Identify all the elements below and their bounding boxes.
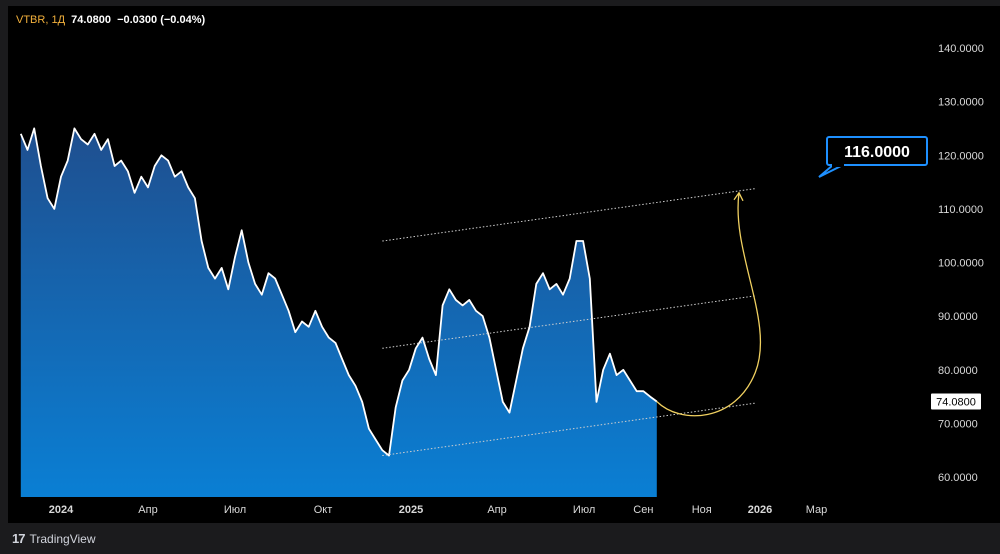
y-tick-label: 90.0000 <box>938 311 978 323</box>
x-tick-label: Июл <box>573 504 595 516</box>
last-price-badge <box>931 393 981 410</box>
legend-interval[interactable]: 1Д <box>51 14 66 26</box>
legend-symbol[interactable]: VTBR <box>16 14 46 26</box>
price-axis[interactable] <box>930 6 1000 497</box>
x-tick-label: Апр <box>487 504 506 516</box>
legend-change-pct: (−0.04%) <box>160 14 206 26</box>
x-tick-label: Окт <box>314 504 333 516</box>
footer-bar <box>0 523 1000 554</box>
x-tick-label: Июл <box>224 504 246 516</box>
symbol-legend: VTBR, 1Д 74.0800 −0.0300 (−0.04%) <box>16 14 206 26</box>
y-tick-label: 100.0000 <box>938 258 984 270</box>
y-tick-label: 120.0000 <box>938 150 984 162</box>
x-tick-label: Ноя <box>692 504 712 516</box>
legend-change: −0.0300 <box>117 14 158 26</box>
forecast-curve[interactable] <box>656 192 762 417</box>
y-tick-label: 80.0000 <box>938 365 978 377</box>
x-tick-label: Мар <box>806 504 828 516</box>
y-tick-label: 60.0000 <box>938 472 978 484</box>
x-tick-label: 2025 <box>399 504 423 516</box>
y-tick-label: 110.0000 <box>938 204 983 216</box>
price-line[interactable] <box>19 127 658 457</box>
x-tick-label: 2026 <box>748 504 772 516</box>
channel-line-1[interactable] <box>382 188 757 242</box>
x-tick-label: Сен <box>633 504 653 516</box>
legend-last-price: 74.0800 <box>71 14 111 26</box>
last-price-label: 74.0800 <box>936 396 976 408</box>
tradingview-brand[interactable]: 17 TradingView <box>12 531 96 546</box>
x-tick-label: 2024 <box>49 504 74 516</box>
target-callout-pointer <box>818 164 844 178</box>
callout-joint <box>832 163 844 167</box>
tradingview-logo-icon: 17 <box>12 531 26 546</box>
y-tick-label: 130.0000 <box>938 97 984 109</box>
target-callout-box[interactable] <box>826 136 928 166</box>
y-tick-label: 70.0000 <box>938 418 978 430</box>
forecast-arrowhead-icon <box>733 191 744 202</box>
brand-name: TradingView <box>29 531 96 546</box>
time-axis[interactable] <box>8 497 1000 523</box>
price-area-fill <box>20 128 657 497</box>
target-price-label: 116.0000 <box>844 144 910 161</box>
x-tick-label: Апр <box>138 504 157 516</box>
y-tick-label: 140.0000 <box>938 43 984 55</box>
